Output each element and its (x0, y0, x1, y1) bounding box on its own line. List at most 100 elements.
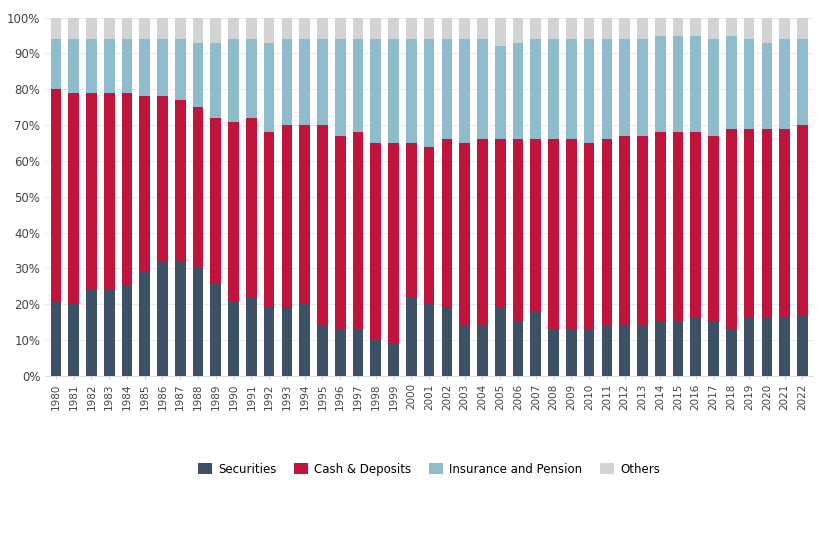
Bar (601, 18, 612, 39)
Bar (761, 129, 771, 319)
Bar (796, 315, 807, 376)
Bar (636, 326, 647, 376)
Bar (761, 43, 771, 129)
Bar (352, 329, 363, 376)
Bar (334, 18, 345, 39)
Bar (530, 312, 541, 376)
Bar (174, 261, 185, 376)
Bar (512, 322, 523, 376)
Bar (565, 329, 576, 376)
Bar (636, 18, 647, 39)
Bar (405, 18, 416, 39)
Bar (548, 140, 559, 329)
Bar (512, 140, 523, 322)
Bar (725, 329, 735, 376)
Bar (477, 18, 487, 39)
Bar (299, 304, 310, 376)
Bar (174, 18, 185, 39)
Bar (210, 282, 221, 376)
Bar (210, 18, 221, 43)
Bar (636, 136, 647, 326)
Bar (264, 43, 274, 132)
Bar (565, 18, 576, 39)
Bar (299, 125, 310, 304)
Bar (530, 140, 541, 312)
Bar (672, 36, 682, 132)
Bar (778, 319, 789, 376)
Bar (708, 136, 718, 322)
Bar (690, 18, 700, 36)
Bar (778, 39, 789, 129)
Bar (618, 39, 629, 136)
Bar (636, 39, 647, 136)
Bar (495, 46, 505, 140)
Bar (317, 326, 328, 376)
Bar (405, 39, 416, 143)
Bar (139, 18, 150, 39)
Bar (157, 96, 168, 261)
Bar (387, 39, 398, 143)
Bar (778, 18, 789, 39)
Bar (618, 18, 629, 39)
Bar (121, 18, 132, 39)
Bar (796, 125, 807, 315)
Bar (174, 39, 185, 100)
Bar (459, 326, 469, 376)
Bar (548, 18, 559, 39)
Bar (246, 18, 256, 39)
Bar (725, 129, 735, 329)
Bar (601, 140, 612, 326)
Bar (68, 93, 79, 304)
Bar (299, 18, 310, 39)
Bar (228, 301, 238, 376)
Bar (104, 39, 115, 93)
Bar (51, 89, 61, 301)
Bar (317, 18, 328, 39)
Bar (192, 43, 203, 107)
Bar (530, 39, 541, 140)
Bar (228, 121, 238, 301)
Bar (264, 308, 274, 376)
Bar (796, 18, 807, 39)
Bar (104, 290, 115, 376)
Bar (387, 143, 398, 343)
Bar (157, 261, 168, 376)
Bar (601, 326, 612, 376)
Bar (387, 18, 398, 39)
Bar (672, 132, 682, 322)
Bar (672, 322, 682, 376)
Bar (565, 140, 576, 329)
Bar (441, 140, 451, 308)
Bar (352, 39, 363, 132)
Bar (174, 100, 185, 261)
Bar (192, 268, 203, 376)
Bar (690, 36, 700, 132)
Bar (441, 39, 451, 140)
Bar (423, 304, 434, 376)
Bar (246, 297, 256, 376)
Bar (690, 319, 700, 376)
Bar (495, 308, 505, 376)
Bar (796, 39, 807, 125)
Bar (157, 18, 168, 39)
Bar (708, 39, 718, 136)
Bar (104, 18, 115, 39)
Bar (548, 39, 559, 140)
Bar (601, 39, 612, 140)
Bar (512, 43, 523, 140)
Bar (299, 39, 310, 125)
Bar (352, 132, 363, 329)
Bar (423, 39, 434, 147)
Bar (228, 18, 238, 39)
Bar (405, 297, 416, 376)
Bar (86, 18, 97, 39)
Bar (317, 125, 328, 326)
Bar (672, 18, 682, 36)
Bar (246, 118, 256, 297)
Bar (387, 343, 398, 376)
Bar (370, 143, 381, 340)
Bar (618, 326, 629, 376)
Bar (104, 93, 115, 290)
Bar (761, 18, 771, 43)
Bar (530, 18, 541, 39)
